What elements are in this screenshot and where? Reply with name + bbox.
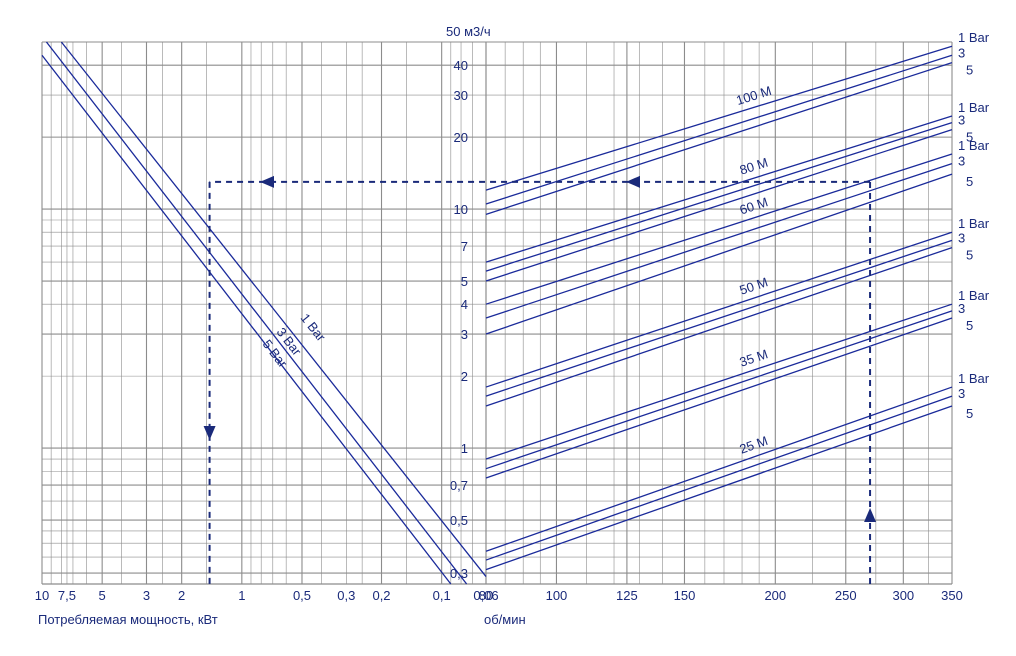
head-curve — [485, 231, 953, 388]
head-curve — [485, 153, 953, 305]
x-axis-label-rpm: об/мин — [484, 612, 526, 627]
y-tick-label: 5 — [461, 274, 468, 289]
head-curve — [485, 239, 953, 397]
head-curve — [485, 303, 953, 460]
head-curve — [485, 121, 953, 272]
x-tick-label: 0,2 — [372, 588, 390, 603]
pressure-label: 1 Bar — [958, 100, 990, 115]
y-tick-label: 20 — [454, 130, 468, 145]
x-tick-label: 80 — [479, 588, 493, 603]
head-curve — [485, 61, 953, 216]
head-curve — [485, 45, 953, 191]
x-tick-label: 300 — [892, 588, 914, 603]
pressure-label: 3 — [958, 386, 965, 401]
pressure-label: 1 Bar — [958, 288, 990, 303]
pressure-label: 1 Bar — [958, 216, 990, 231]
curves — [41, 41, 953, 585]
pressure-label: 3 — [958, 45, 965, 60]
head-curve — [485, 386, 953, 552]
head-curve — [485, 317, 953, 479]
pressure-label: 3 — [958, 301, 965, 316]
x-tick-label: 250 — [835, 588, 857, 603]
x-tick-label: 0,3 — [337, 588, 355, 603]
x-tick-label: 350 — [941, 588, 963, 603]
x-tick-label: 5 — [99, 588, 106, 603]
head-curve — [485, 246, 953, 407]
y-tick-label: 0,5 — [450, 513, 468, 528]
power-curve-3 — [41, 54, 452, 585]
y-tick-label: 4 — [461, 297, 468, 312]
y-tick-label: 1 — [461, 441, 468, 456]
y-tick-label: 0,3 — [450, 566, 468, 581]
head-curve — [485, 405, 953, 571]
head-curve — [485, 54, 953, 205]
arrow-down-icon — [203, 426, 216, 440]
pressure-label: 5 — [966, 63, 973, 78]
x-tick-label: 200 — [764, 588, 786, 603]
pressure-label: 3 — [958, 154, 965, 169]
head-curve — [485, 115, 953, 263]
x-tick-label: 10 — [35, 588, 49, 603]
x-tick-label: 3 — [143, 588, 150, 603]
power-curve-1 — [60, 41, 487, 577]
y-tick-label: 0,7 — [450, 478, 468, 493]
x-tick-label: 150 — [674, 588, 696, 603]
y-tick-label: 30 — [454, 88, 468, 103]
arrow-up-icon — [864, 508, 877, 522]
pressure-label: 3 — [958, 113, 965, 128]
power-curve-2 — [45, 41, 468, 585]
pressure-label: 1 Bar — [958, 30, 990, 45]
arrow-left-icon — [626, 175, 640, 188]
head-label: 100 M — [734, 83, 773, 108]
grid — [41, 41, 953, 585]
x-axis-label-power: Потребляемая мощность, кВт — [38, 612, 218, 627]
x-tick-label: 100 — [546, 588, 568, 603]
x-tick-label: 125 — [616, 588, 638, 603]
pressure-label: 1 Bar — [958, 371, 990, 386]
x-tick-label: 0,5 — [293, 588, 311, 603]
x-tick-label: 0,1 — [433, 588, 451, 603]
y-tick-label: 7 — [461, 239, 468, 254]
pressure-label: 3 — [958, 230, 965, 245]
pressure-label: 5 — [966, 174, 973, 189]
pressure-label: 5 — [966, 318, 973, 333]
x-tick-label: 1 — [238, 588, 245, 603]
pressure-label: 5 — [966, 406, 973, 421]
head-curve — [485, 310, 953, 470]
y-axis-label: 50 м3/ч — [446, 24, 491, 39]
pressure-label: 5 — [966, 130, 973, 145]
pressure-label: 5 — [966, 248, 973, 263]
guide-lines — [203, 175, 877, 584]
x-tick-label: 7,5 — [58, 588, 76, 603]
y-tick-label: 10 — [454, 202, 468, 217]
y-tick-label: 40 — [454, 58, 468, 73]
y-tick-label: 2 — [461, 369, 468, 384]
head-curve — [485, 162, 953, 319]
head-curve — [485, 173, 953, 335]
head-curve — [485, 128, 953, 282]
y-tick-label: 3 — [461, 327, 468, 342]
head-curve — [485, 395, 953, 561]
arrow-left-icon — [260, 175, 274, 188]
pressure-label: 1 Bar — [958, 138, 990, 153]
x-tick-label: 0,06 — [473, 588, 498, 603]
x-tick-label: 2 — [178, 588, 185, 603]
